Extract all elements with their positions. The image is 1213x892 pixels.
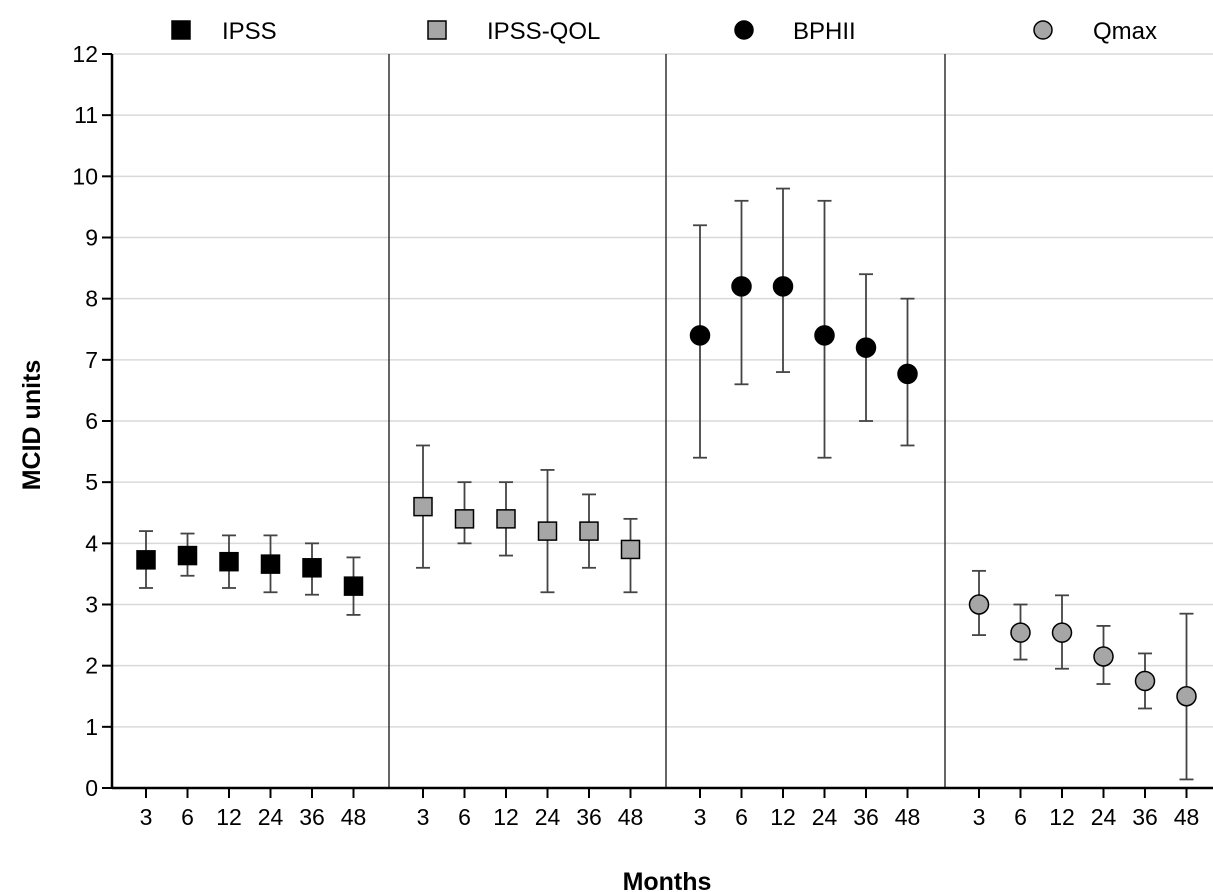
- y-axis-title: MCID units: [18, 360, 46, 491]
- data-point: [968, 594, 990, 615]
- x-axis-title: Months: [623, 868, 712, 892]
- x-tick-label: 3: [694, 804, 707, 830]
- x-tick-label: 3: [417, 804, 430, 830]
- x-axis-ticks: 3 6 12 24 36 48 3 6 12 24 36 48 3 6 12 24 36 48 3 6 12 24 36 48: [140, 788, 1200, 830]
- x-tick-label: 24: [812, 804, 838, 830]
- legend-marker: [734, 20, 754, 40]
- data-point: [537, 521, 558, 541]
- x-tick-label: 36: [299, 804, 325, 830]
- data-point: [260, 554, 281, 574]
- legend-label: Qmax: [1093, 18, 1157, 45]
- x-tick-label: 12: [493, 804, 519, 830]
- x-tick-label: 3: [973, 804, 986, 830]
- legend: IPSS IPSS-QOL BPHII Qmax: [171, 18, 1157, 45]
- data-point: [413, 496, 433, 517]
- y-tick-label: 8: [85, 286, 98, 312]
- x-tick-label: 12: [216, 804, 242, 830]
- x-tick-label: 48: [618, 804, 644, 830]
- x-tick-label: 6: [1014, 804, 1027, 830]
- x-tick-label: 12: [770, 804, 796, 830]
- y-tick-label: 10: [72, 163, 98, 189]
- legend-label: BPHII: [793, 18, 856, 45]
- x-tick-label: 36: [1132, 804, 1158, 830]
- data-point: [1134, 670, 1156, 692]
- data-point: [1093, 646, 1114, 667]
- data-point: [302, 558, 322, 578]
- gridlines: [112, 53, 1213, 728]
- y-tick-label: 6: [85, 408, 98, 434]
- x-tick-label: 24: [535, 804, 561, 830]
- legend-marker: [427, 20, 447, 40]
- data-point: [897, 363, 918, 385]
- data-point: [454, 509, 475, 529]
- data-point: [136, 550, 156, 570]
- data-point: [689, 325, 711, 346]
- data-point: [731, 276, 752, 297]
- legend-label: IPSS: [222, 18, 277, 45]
- x-tick-label: 48: [895, 804, 921, 830]
- y-tick-label: 7: [85, 347, 98, 373]
- data-point: [620, 539, 641, 560]
- x-tick-label: 48: [341, 804, 367, 830]
- legend-marker: [1033, 20, 1053, 40]
- x-tick-label: 12: [1049, 804, 1075, 830]
- data-point: [343, 576, 364, 596]
- x-tick-label: 48: [1174, 804, 1200, 830]
- x-tick-label: 36: [853, 804, 879, 830]
- y-tick-label: 3: [85, 592, 98, 618]
- x-tick-label: 6: [458, 804, 471, 830]
- x-tick-label: 3: [140, 804, 153, 830]
- x-tick-label: 24: [258, 804, 284, 830]
- y-tick-label: 0: [85, 775, 98, 801]
- y-tick-label: 5: [85, 469, 98, 495]
- legend-label: IPSS-QOL: [487, 18, 600, 45]
- x-tick-label: 36: [576, 804, 602, 830]
- data-point: [579, 521, 599, 541]
- x-tick-label: 6: [735, 804, 748, 830]
- data-point: [814, 325, 835, 346]
- y-tick-label: 12: [72, 41, 98, 67]
- x-tick-label: 6: [181, 804, 194, 830]
- data-point: [177, 545, 198, 566]
- legend-marker: [171, 20, 191, 40]
- data-point: [855, 337, 877, 358]
- data-point: [219, 551, 239, 572]
- data-marks: [136, 187, 1197, 781]
- y-tick-label: 11: [74, 102, 98, 128]
- data-point: [1010, 622, 1031, 643]
- data-point: [496, 509, 516, 529]
- panel-dividers: [388, 54, 946, 788]
- y-tick-label: 1: [85, 714, 98, 740]
- data-point: [1051, 622, 1073, 643]
- x-tick-label: 24: [1091, 804, 1117, 830]
- y-tick-label: 4: [85, 530, 98, 556]
- y-tick-label: 9: [85, 225, 98, 251]
- data-point: [772, 276, 794, 297]
- y-tick-label: 2: [85, 653, 98, 679]
- data-point: [1176, 686, 1197, 707]
